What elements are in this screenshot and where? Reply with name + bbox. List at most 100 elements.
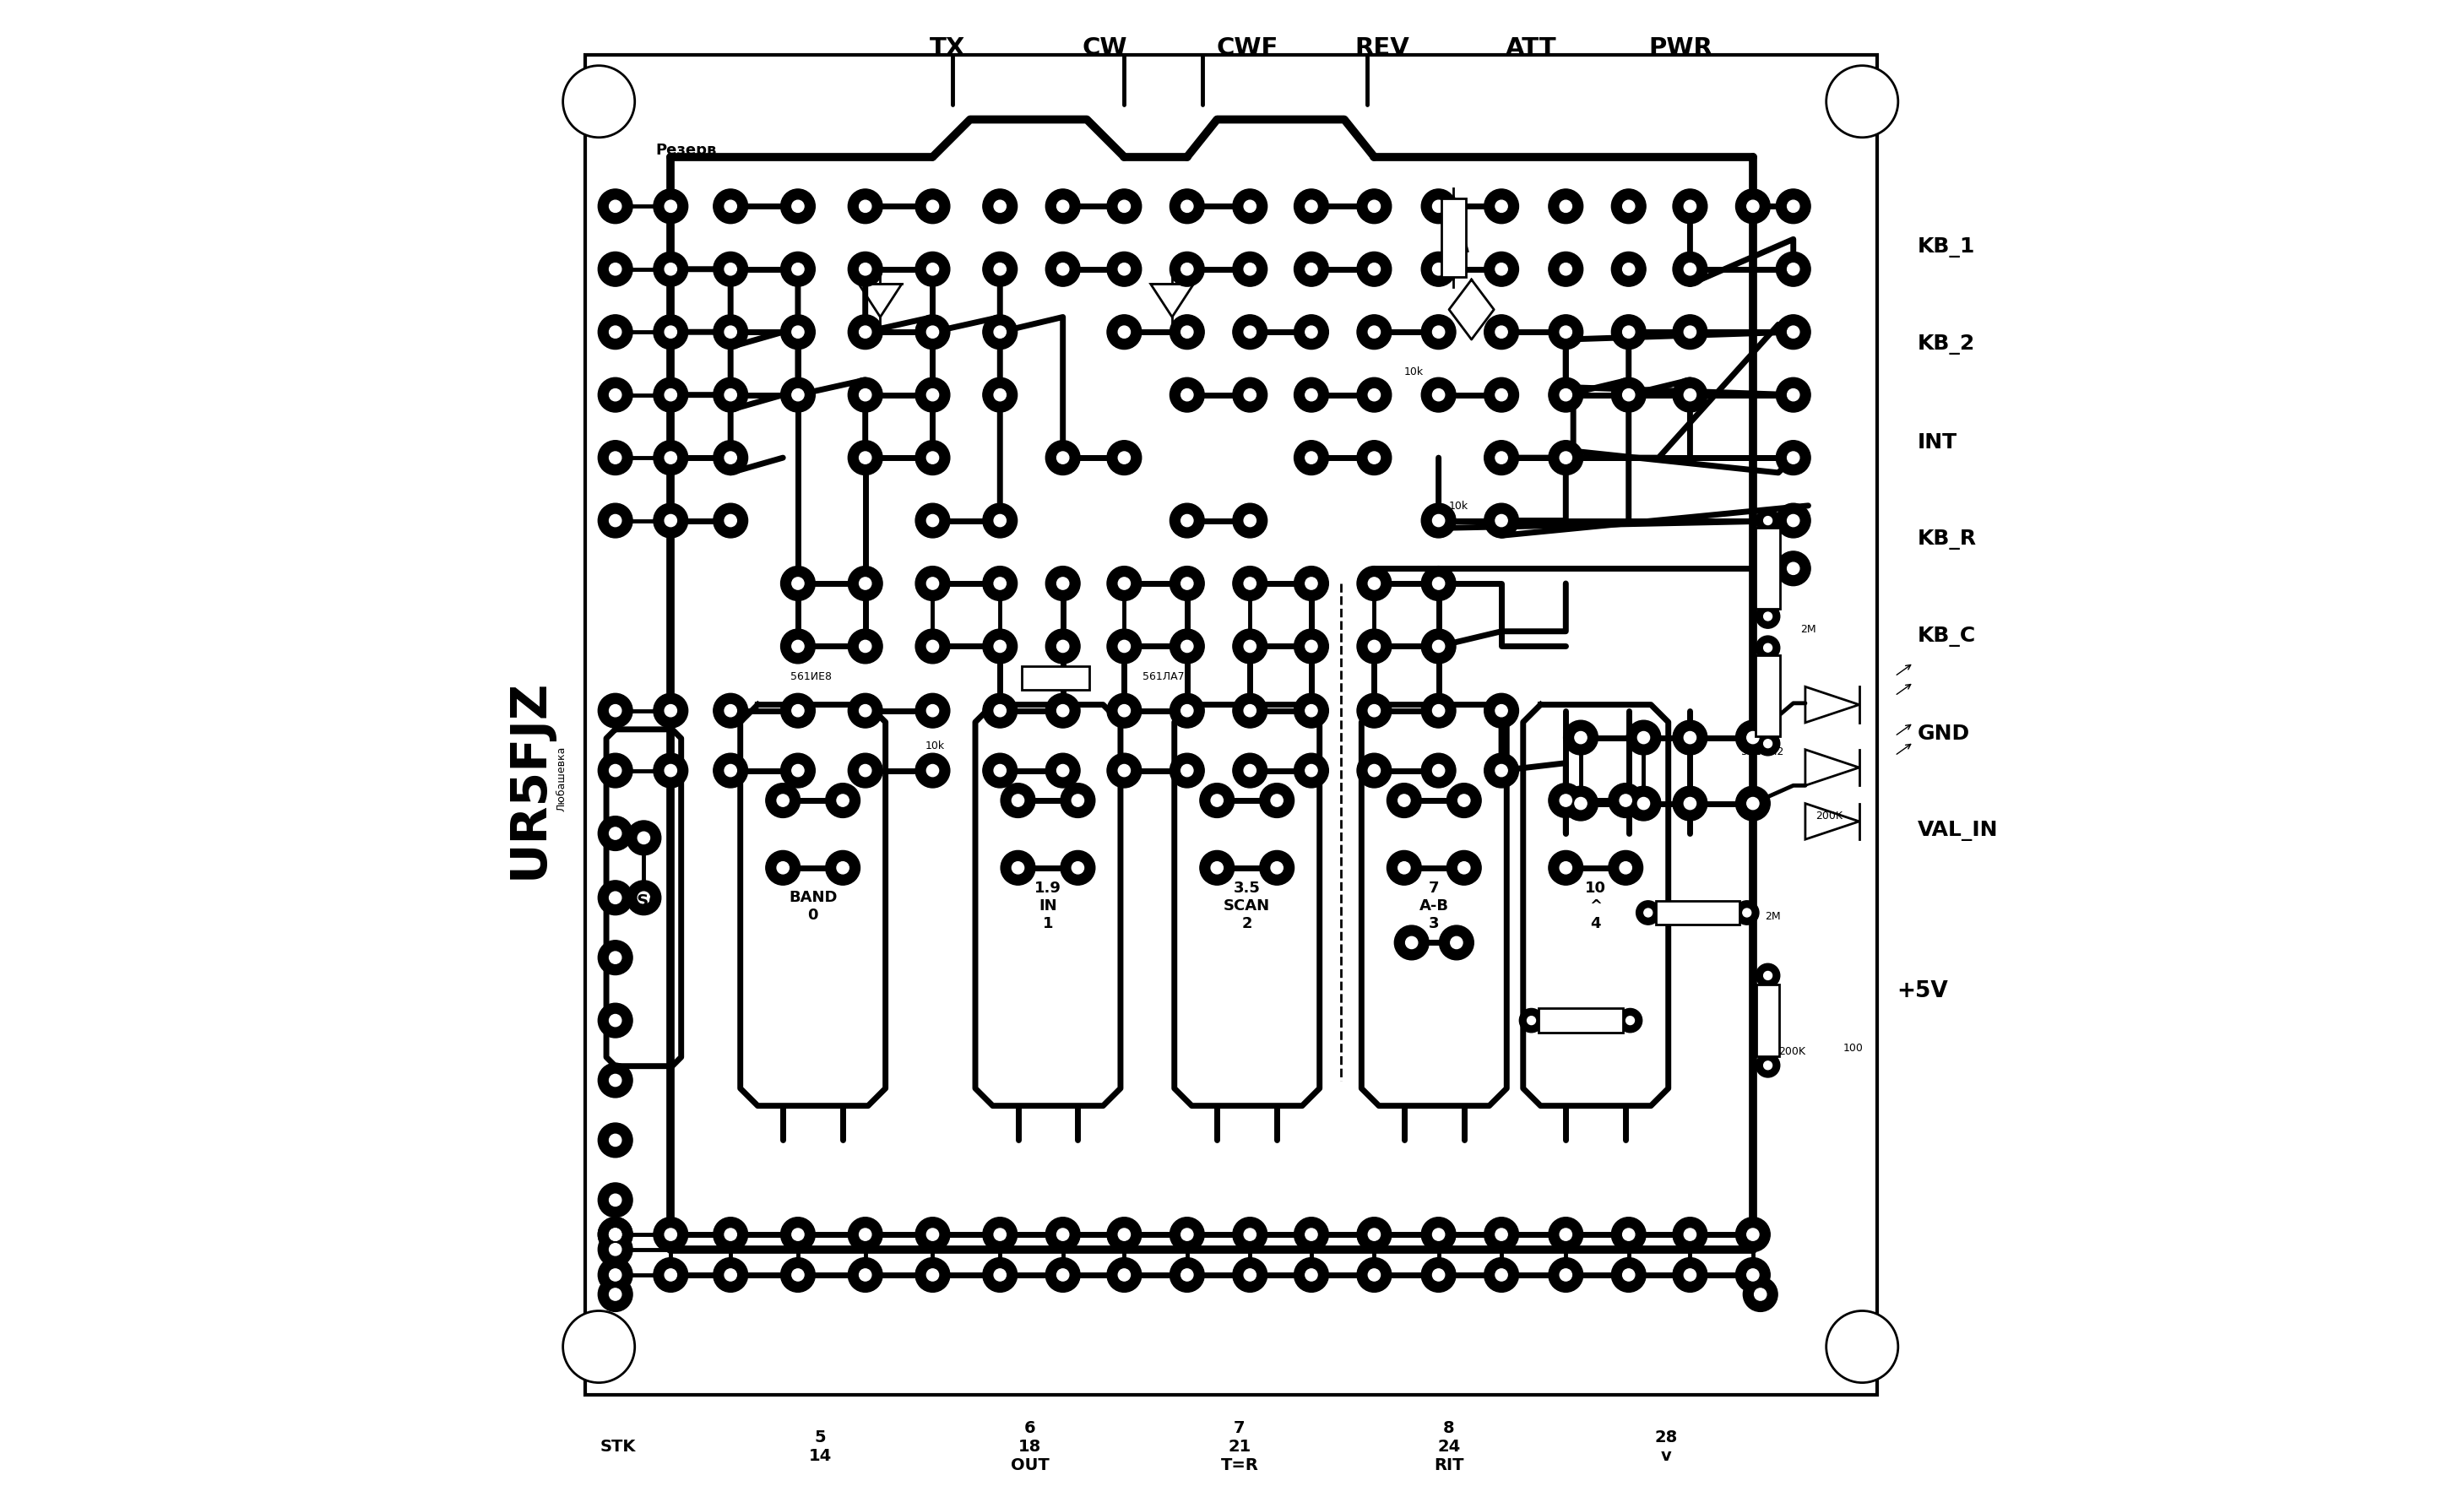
Circle shape [1306,389,1318,401]
Circle shape [1560,1229,1572,1241]
Circle shape [917,695,949,729]
Circle shape [1358,630,1392,665]
Circle shape [1777,379,1811,413]
Circle shape [1643,909,1653,918]
Circle shape [1626,722,1661,754]
Circle shape [1119,1269,1131,1281]
Text: CW: CW [1082,36,1129,60]
Circle shape [1611,1257,1646,1292]
Circle shape [1210,795,1222,807]
Circle shape [983,567,1018,602]
Circle shape [1180,201,1193,213]
Circle shape [653,253,687,287]
Text: VAL_IN: VAL_IN [1917,820,1998,841]
Circle shape [1496,326,1508,338]
Circle shape [1451,937,1464,949]
Text: 10
^
4: 10 ^ 4 [1584,880,1607,931]
Text: 5
14: 5 14 [808,1428,833,1463]
Circle shape [724,326,737,338]
Circle shape [1045,695,1079,729]
Circle shape [653,753,687,787]
Bar [1757,656,1779,737]
Circle shape [1483,379,1518,413]
Circle shape [1395,925,1429,960]
Circle shape [1496,515,1508,527]
Text: 561ЛА7: 561ЛА7 [1143,671,1185,683]
Circle shape [609,201,621,213]
Circle shape [1387,850,1422,885]
Circle shape [1170,190,1205,225]
Circle shape [1358,379,1392,413]
Circle shape [926,1229,939,1241]
Text: TX: TX [929,36,966,60]
Circle shape [1119,765,1131,777]
Circle shape [1106,753,1141,787]
Text: Любашевка: Любашевка [557,746,567,811]
Circle shape [1747,1229,1759,1241]
Circle shape [983,504,1018,539]
Circle shape [1244,263,1257,275]
Circle shape [926,765,939,777]
Text: 10k: 10k [1404,367,1424,377]
Circle shape [926,201,939,213]
Circle shape [1368,263,1380,275]
Circle shape [1119,263,1131,275]
Circle shape [1547,850,1582,885]
Circle shape [1244,705,1257,717]
Circle shape [1106,630,1141,665]
Circle shape [665,201,678,213]
Circle shape [724,1269,737,1281]
Circle shape [1259,850,1294,885]
Circle shape [1735,901,1759,925]
Circle shape [1432,765,1444,777]
Circle shape [766,783,801,817]
Circle shape [1358,190,1392,225]
Circle shape [1619,795,1631,807]
Circle shape [609,952,621,964]
Circle shape [776,862,788,874]
Circle shape [665,705,678,717]
Circle shape [917,630,949,665]
Circle shape [1057,201,1069,213]
Circle shape [1639,798,1651,810]
Circle shape [1747,1269,1759,1281]
Circle shape [626,820,660,855]
Circle shape [599,316,633,350]
Circle shape [1673,722,1708,754]
Circle shape [917,379,949,413]
Circle shape [1057,765,1069,777]
Circle shape [917,504,949,539]
Circle shape [1358,442,1392,476]
Circle shape [1764,740,1772,748]
Circle shape [993,641,1005,653]
Circle shape [1244,201,1257,213]
Circle shape [983,753,1018,787]
Circle shape [1673,786,1708,820]
Circle shape [609,452,621,464]
Circle shape [791,1229,803,1241]
Circle shape [1432,515,1444,527]
Circle shape [1397,862,1409,874]
Circle shape [715,316,747,350]
Circle shape [1547,1217,1582,1251]
Circle shape [1673,190,1708,225]
Circle shape [1013,862,1025,874]
Circle shape [1180,515,1193,527]
Circle shape [1626,1016,1634,1025]
Circle shape [1106,442,1141,476]
Text: UR5FJZ: UR5FJZ [505,678,552,879]
Circle shape [1244,578,1257,590]
Circle shape [860,1229,872,1241]
Circle shape [791,389,803,401]
Text: ESC: ESC [626,894,660,909]
Circle shape [926,452,939,464]
Circle shape [781,316,816,350]
Circle shape [1106,567,1141,602]
Circle shape [983,253,1018,287]
Circle shape [1106,695,1141,729]
Circle shape [1294,753,1328,787]
Circle shape [983,190,1018,225]
Circle shape [1306,765,1318,777]
Circle shape [1119,641,1131,653]
Circle shape [1764,972,1772,981]
